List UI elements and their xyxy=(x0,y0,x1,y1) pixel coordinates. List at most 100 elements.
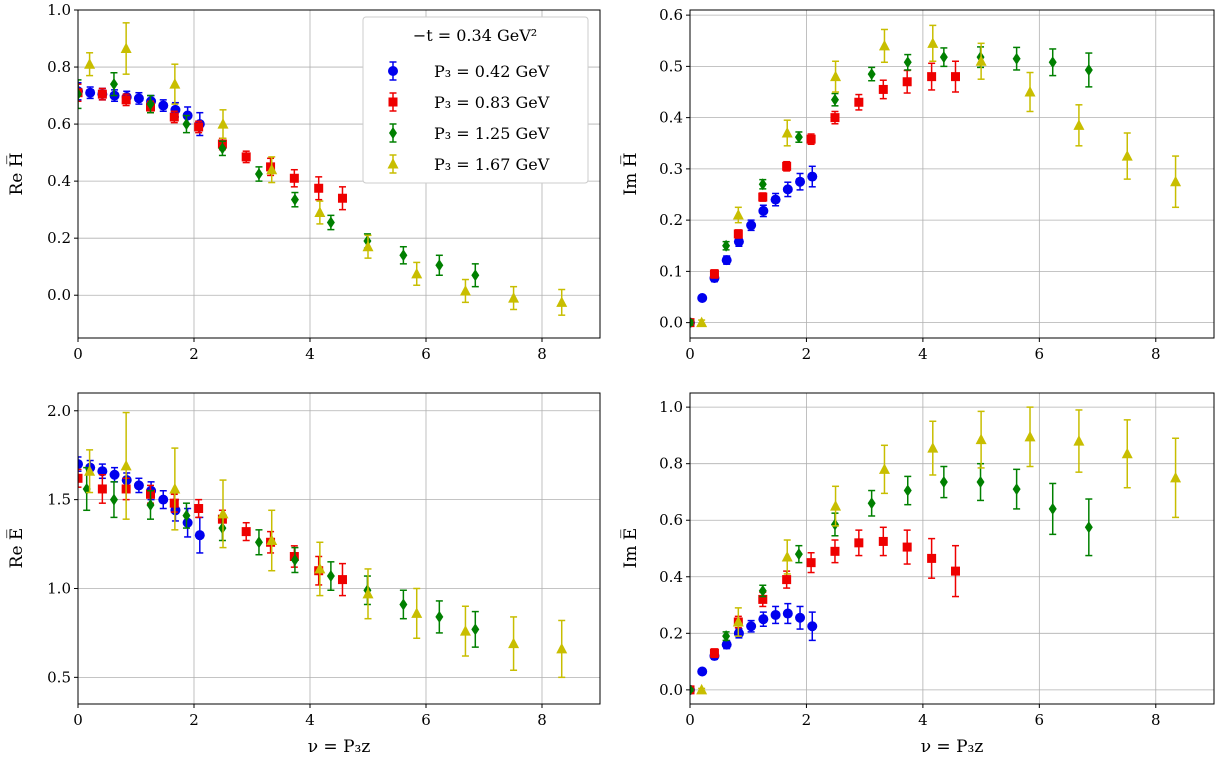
data-point xyxy=(795,612,806,623)
grid-im-e xyxy=(689,393,1214,704)
panel-im-e: 0 2 4 6 8 0.0 0.2 0.4 0.6 0.8 1.0 Im E̅ ν = P₃z xyxy=(620,392,1215,757)
data-point xyxy=(1012,52,1021,65)
marks-im-e xyxy=(690,406,1182,696)
plot-area-im-h xyxy=(690,10,1214,338)
data-point xyxy=(326,216,335,229)
data-point xyxy=(758,584,767,597)
data-point xyxy=(794,548,803,561)
data-point xyxy=(97,466,108,477)
y-tick-label: 2.0 xyxy=(47,402,71,420)
data-point xyxy=(782,608,793,619)
x-tick-label: 8 xyxy=(1151,711,1161,729)
data-point xyxy=(867,497,876,510)
panel-re-e: 0 2 4 6 8 0.5 1.0 1.5 2.0 Re E̅ ν = P₃z xyxy=(6,392,601,757)
data-point xyxy=(399,249,408,262)
data-point xyxy=(758,205,769,216)
data-point xyxy=(109,493,118,506)
legend-entry-label: P₃ = 0.83 GeV xyxy=(434,93,550,112)
data-point xyxy=(697,293,708,304)
data-point xyxy=(182,118,191,131)
data-point xyxy=(254,536,263,549)
data-point xyxy=(709,648,719,658)
data-point xyxy=(78,459,83,470)
data-point xyxy=(1084,521,1093,534)
data-point xyxy=(121,95,131,105)
data-point xyxy=(830,500,842,511)
data-point xyxy=(241,527,251,537)
data-point xyxy=(411,267,423,279)
data-point xyxy=(950,72,960,82)
plot-frame-re-h xyxy=(77,9,601,339)
data-point xyxy=(758,192,768,202)
data-point xyxy=(746,621,757,632)
data-point xyxy=(169,78,181,89)
data-point xyxy=(770,194,781,205)
data-point xyxy=(459,625,471,636)
x-tick-label: 4 xyxy=(918,711,928,729)
data-point xyxy=(1048,502,1057,515)
data-point xyxy=(78,88,82,101)
data-point xyxy=(362,240,374,252)
legend: −t = 0.34 GeV² P₃ = 0.42 GeV P₃ = 0.83 Ge… xyxy=(362,16,589,184)
marks-re-h xyxy=(78,22,568,316)
data-point xyxy=(337,575,347,585)
x-tick-label: 0 xyxy=(73,345,83,363)
data-point xyxy=(241,152,251,162)
plot-frame-im-e xyxy=(689,392,1215,705)
data-point xyxy=(146,498,155,511)
data-point xyxy=(732,616,744,627)
data-point xyxy=(830,113,840,123)
legend-entry-label: P₃ = 0.42 GeV xyxy=(434,62,550,81)
data-point xyxy=(781,127,793,138)
data-point xyxy=(696,316,708,328)
x-tick-label: 0 xyxy=(73,711,83,729)
data-point xyxy=(770,609,781,620)
y-tick-label: 0.2 xyxy=(659,211,683,229)
y-tick-label: 1.5 xyxy=(47,491,71,509)
data-point xyxy=(830,70,842,82)
data-point xyxy=(556,296,568,307)
data-point xyxy=(781,550,793,562)
x-tick-label: 6 xyxy=(1035,711,1045,729)
data-point xyxy=(133,480,144,491)
data-point xyxy=(1170,175,1182,187)
data-point xyxy=(109,469,120,480)
data-point xyxy=(84,58,96,69)
data-point xyxy=(217,507,229,519)
series-2 xyxy=(690,60,960,328)
plot-frame-re-e xyxy=(77,392,601,705)
data-point xyxy=(158,494,169,505)
x-tick-label: 0 xyxy=(685,711,695,729)
data-point xyxy=(878,536,888,546)
data-point xyxy=(690,683,694,696)
data-point xyxy=(709,269,719,279)
data-point xyxy=(927,553,937,563)
data-point xyxy=(902,542,912,552)
y-tick-label: 0.2 xyxy=(47,229,71,247)
data-point xyxy=(194,504,204,514)
data-point xyxy=(146,98,155,111)
data-point xyxy=(1024,86,1036,97)
data-point xyxy=(459,284,471,296)
ticks-re-h: 0 2 4 6 8 0.0 0.2 0.4 0.6 0.8 1.0 xyxy=(47,1,547,363)
legend-box xyxy=(362,16,589,184)
series-4 xyxy=(696,24,1182,328)
data-point xyxy=(266,534,278,546)
data-point xyxy=(194,122,204,132)
series-4 xyxy=(84,411,568,679)
x-tick-label: 2 xyxy=(189,711,199,729)
data-point xyxy=(1121,447,1133,459)
data-point xyxy=(939,51,948,64)
y-tick-label: 1.0 xyxy=(47,1,71,19)
x-tick-label: 6 xyxy=(421,345,431,363)
data-point xyxy=(314,206,326,218)
data-point xyxy=(950,566,960,576)
x-tick-label: 2 xyxy=(802,345,812,363)
ticks-im-e: 0 2 4 6 8 0.0 0.2 0.4 0.6 0.8 1.0 xyxy=(659,398,1160,729)
data-point xyxy=(746,220,757,231)
data-point xyxy=(807,621,818,632)
x-tick-label: 0 xyxy=(685,345,695,363)
data-point xyxy=(927,72,937,82)
y-tick-label: 0.0 xyxy=(659,681,683,699)
y-tick-label: 0.0 xyxy=(47,286,71,304)
